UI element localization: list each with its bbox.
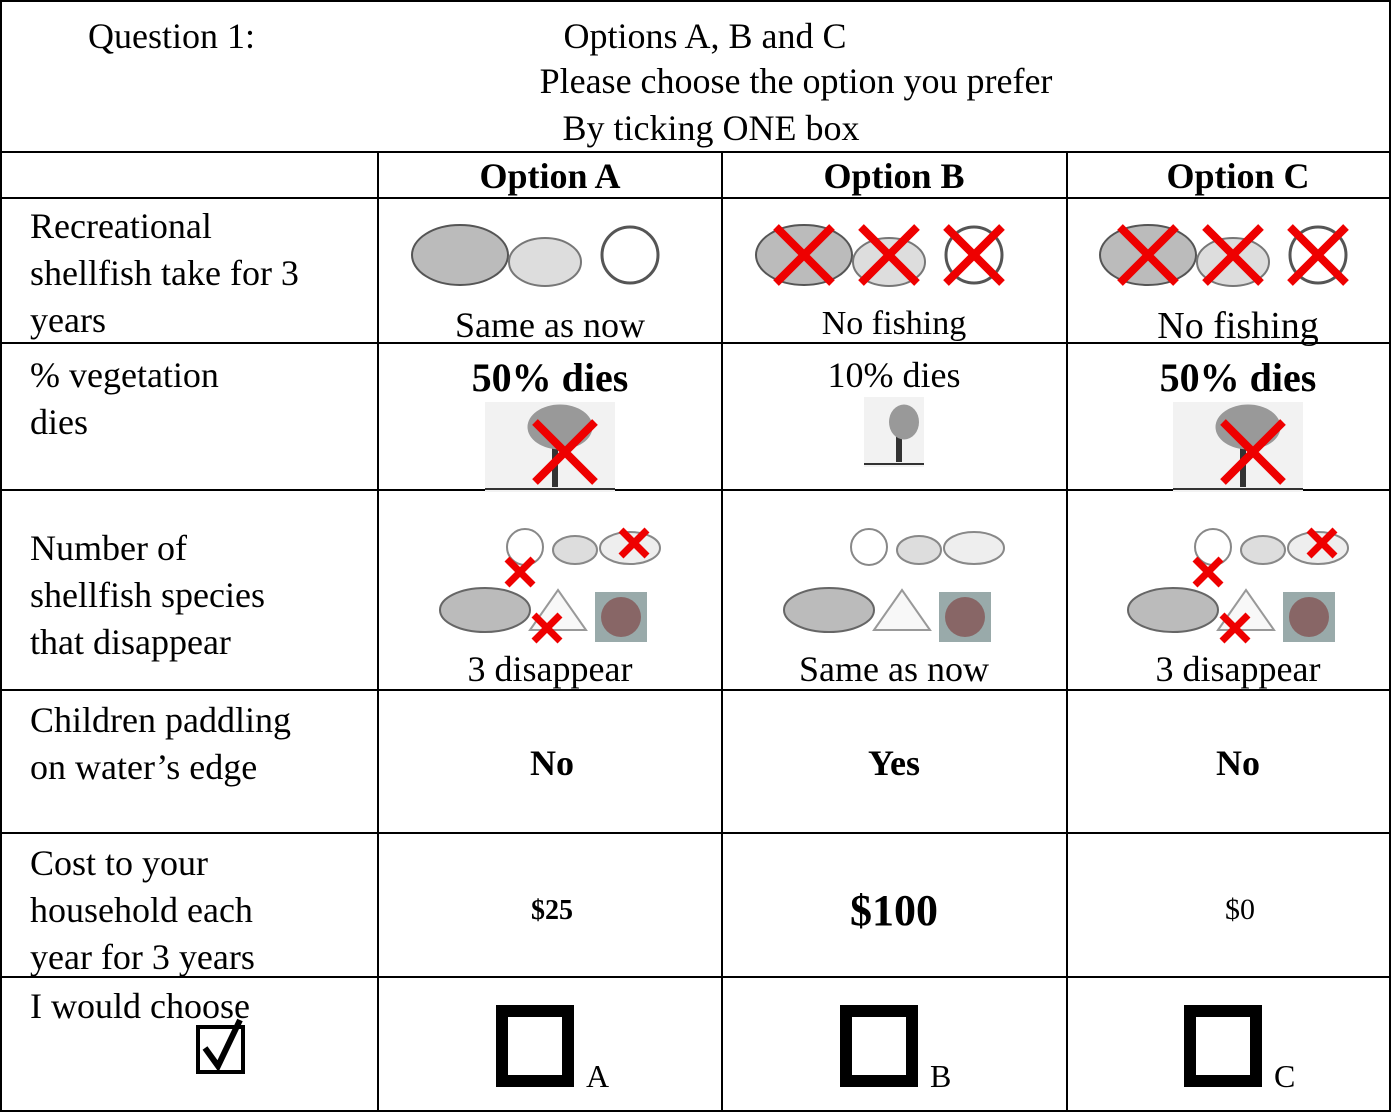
row-label: I would choose	[30, 983, 250, 1030]
box-letter: C	[1274, 1060, 1295, 1092]
cell-text: Same as now	[799, 651, 989, 687]
row-label-line: dies	[30, 399, 219, 446]
urchin	[601, 597, 641, 637]
row-label-line: Recreational	[30, 203, 299, 250]
cell-text: 50% dies	[472, 358, 629, 398]
clams	[897, 536, 941, 564]
row-label-line: Number of	[30, 525, 265, 572]
clams	[553, 536, 597, 564]
urchin	[945, 597, 985, 637]
scallop	[874, 590, 930, 630]
oyster	[944, 532, 1004, 564]
header-line: By ticking ONE box	[563, 110, 860, 146]
tree-crown	[889, 405, 919, 440]
row-label-line: on water’s edge	[30, 744, 291, 791]
row-label-line: that disappear	[30, 619, 265, 666]
tick-box[interactable]	[1190, 1011, 1256, 1081]
cell-text: No fishing	[822, 307, 967, 341]
tick-box[interactable]	[846, 1011, 912, 1081]
cell-text: No fishing	[1157, 307, 1319, 345]
cell-text: 3 disappear	[1156, 651, 1321, 687]
cell-text: No	[1216, 745, 1260, 781]
cell-text: $100	[850, 889, 938, 933]
crab	[851, 529, 887, 565]
cell-text: 50% dies	[1160, 358, 1317, 398]
row-label-line: Children paddling	[30, 697, 291, 744]
mussel	[440, 588, 530, 632]
question-number: Question 1:	[88, 18, 255, 54]
cell-text: Same as now	[455, 307, 645, 343]
cell-text: $25	[531, 897, 573, 925]
cell-text: $0	[1225, 895, 1255, 925]
cell-text: Yes	[868, 745, 920, 781]
cell-text: 3 disappear	[468, 651, 633, 687]
mussel	[1128, 588, 1218, 632]
row-label-line: shellfish species	[30, 572, 265, 619]
row-label-line: I would choose	[30, 983, 250, 1030]
cell-text: 10% dies	[828, 357, 961, 393]
crab	[602, 227, 658, 283]
row-label-line: Cost to your	[30, 840, 255, 887]
row-label-line: years	[30, 297, 299, 344]
box-letter: A	[586, 1060, 609, 1092]
cell-text: No	[530, 745, 574, 781]
survey-card: Question 1: Options A, B and C Please ch…	[0, 0, 1391, 1112]
header-line: Options A, B and C	[563, 18, 846, 54]
header-line: Please choose the option you prefer	[540, 63, 1053, 99]
box-letter: B	[930, 1060, 951, 1092]
row-label-line: shellfish take for 3	[30, 250, 299, 297]
tick-box[interactable]	[502, 1011, 568, 1081]
column-header: Option B	[823, 158, 964, 194]
row-label-line: % vegetation	[30, 352, 219, 399]
column-header: Option A	[479, 158, 620, 194]
row-label-line: household each	[30, 887, 255, 934]
clams	[1241, 536, 1285, 564]
mussel	[784, 588, 874, 632]
mussel	[412, 225, 508, 285]
clams	[509, 238, 581, 286]
urchin	[1289, 597, 1329, 637]
column-header: Option C	[1166, 158, 1309, 194]
row-label-line: year for 3 years	[30, 934, 255, 981]
